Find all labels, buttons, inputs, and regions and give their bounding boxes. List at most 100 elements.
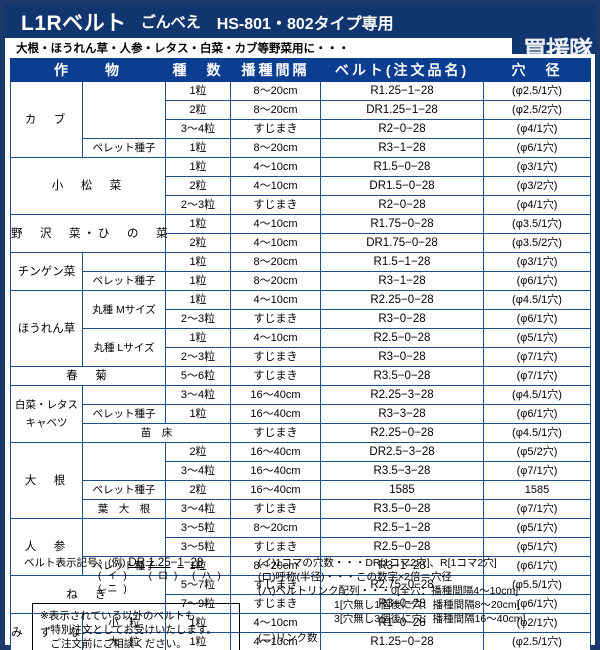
belt-code-label: ベルト表示記号：(例): [24, 557, 126, 569]
cell-seed-qty: 5〜7粒: [165, 575, 231, 595]
cell-hole-diameter: (φ6/1穴): [483, 271, 591, 291]
cell-crop-name: チンゲン菜: [10, 252, 83, 291]
cell-sowing-interval: 4〜10cm: [230, 613, 321, 633]
cell-variety: [82, 252, 166, 272]
cell-belt-name: DR1.25−1−28: [320, 100, 484, 120]
cell-hole-diameter: (φ2.5/1穴): [483, 81, 591, 101]
cell-variety: 小 粒: [82, 613, 166, 633]
cell-variety: [82, 442, 166, 481]
cell-belt-name: DR2.5−3−28: [320, 442, 484, 462]
table-row: み ず な小 粒 1粒 4〜10cm R1−0−28 (φ2/1穴): [10, 613, 591, 650]
cell-seed-qty: 1粒: [165, 214, 231, 234]
cell-seed-qty: 3〜4粒: [165, 499, 231, 519]
cell-sowing-interval: 4〜10cm: [230, 290, 321, 310]
cell-hole-diameter: (φ2/1穴): [483, 613, 591, 633]
cell-sowing-interval: 4〜10cm: [230, 157, 321, 177]
cell-sowing-interval: すじまき: [230, 423, 321, 443]
cell-belt-name: R3.5−3−28: [320, 461, 484, 481]
cell-belt-name: R2.25−3−28: [320, 385, 484, 405]
col-header-gap: 播種間隔: [230, 58, 321, 82]
cell-belt-name: R2.5−0−28: [320, 537, 484, 557]
legend-right-column: (イ)1コマの穴数・・・DR[1コマ2穴]、R[1コマ2穴] (ロ)呼称(半径)…: [258, 556, 588, 645]
note-line-2: 特別注文としてお受けいたします。: [40, 624, 217, 636]
cell-hole-diameter: (φ5/1穴): [483, 518, 591, 538]
table-row: ペレット種子 1粒 8〜20cm R3−1−28 (φ6/1穴): [11, 271, 591, 291]
cell-seed-qty: 1粒: [165, 138, 231, 158]
table-row: 大 根 2粒 16〜40cm DR2.5−3−28 (φ5/2穴): [10, 442, 591, 519]
cell-hole-diameter: (φ3/1穴): [483, 252, 591, 272]
table-head: 作 物 種 数 播種間隔 ベルト(注文品名) 穴 径: [10, 58, 591, 82]
cell-sowing-interval: 16〜40cm: [230, 404, 321, 424]
cell-hole-diameter: (φ3/1穴): [483, 157, 591, 177]
cell-hole-diameter: (φ6/1穴): [483, 556, 591, 576]
cell-crop-name: ほうれん草: [10, 290, 83, 367]
cell-sowing-interval: 8〜20cm: [230, 100, 321, 120]
cell-hole-diameter: (φ7/1穴): [483, 499, 591, 519]
cell-sowing-interval: すじまき: [230, 347, 321, 367]
subtitle-text: 大根・ほうれん草・人参・レタス・白菜・カブ等野菜用に・・・: [5, 38, 595, 57]
cell-hole-diameter: (φ5/2穴): [483, 442, 591, 462]
table-row: 7〜9粒 すじまき R3−0−28 (φ6/1穴): [11, 594, 591, 614]
cell-hole-diameter: (φ5.5/1穴): [483, 575, 591, 595]
cell-hole-diameter: (φ4.5/1穴): [483, 290, 591, 310]
cell-sowing-interval: 16〜40cm: [230, 385, 321, 405]
cell-sowing-interval: 4〜10cm: [230, 328, 321, 348]
cell-hole-diameter: (φ2.5/1穴): [483, 632, 591, 650]
cell-belt-name: DR1.75−0−28: [320, 233, 484, 253]
cell-variety: ペレット種子: [82, 271, 166, 291]
table-row: 2〜3粒 すじまき R3−0−28 (φ6/1穴): [11, 309, 591, 329]
cell-seed-qty: 1粒: [165, 404, 231, 424]
table-row: 白菜・レタス キャベツ 3〜4粒 16〜40cm R2.25−3−28 (φ4.5/1穴): [10, 385, 591, 443]
cell-variety: 苗 床: [82, 423, 231, 443]
table-body: カ ブ 1粒 8〜20cm R1.25−1−28 (φ2.5/1穴) 2粒 8〜20cm DR…: [10, 81, 591, 650]
cell-seed-qty: 1粒: [165, 328, 231, 348]
table-row: 2粒 8〜20cm DR1.25−1−28 (φ2.5/2穴): [11, 100, 591, 120]
cell-variety: ペレット種子: [82, 556, 166, 576]
cell-crop-name: 大 根: [10, 442, 83, 519]
cell-sowing-interval: 4〜10cm: [230, 176, 321, 196]
product-title: L1Rベルト: [21, 11, 127, 35]
cell-seed-qty: 1粒: [165, 290, 231, 310]
cell-seed-qty: 1粒: [165, 556, 231, 576]
cell-belt-name: R3−1−28: [320, 271, 484, 291]
cell-hole-diameter: (φ5/1穴): [483, 328, 591, 348]
note-line-3: ご注文前にご相談ください。: [40, 638, 187, 650]
table-row: 野 沢 菜・ひ の 菜 1粒 4〜10cm R1.75−0−28 (φ3.5/1穴): [10, 214, 591, 253]
cell-seed-qty: 1粒: [165, 81, 231, 101]
table-row: 3〜4粒 16〜40cm R3.5−3−28 (φ7/1穴): [11, 461, 591, 481]
belt-code-markers: (イ) (ロ) (ハ) (ニ): [98, 571, 227, 595]
code-part-link: 1: [177, 557, 184, 569]
cell-sowing-interval: 4〜10cm: [230, 214, 321, 234]
cell-hole-diameter: (φ7/1穴): [483, 461, 591, 481]
belt-code-value: DR 1.25−1−28: [128, 557, 203, 569]
cell-seed-qty: 3〜4粒: [165, 119, 231, 139]
cell-variety: [82, 385, 166, 405]
table-row: ペレット種子 1粒 8〜20cm R3−1−28 (φ6/1穴): [11, 556, 591, 576]
cell-hole-diameter: (φ4.5/1穴): [483, 385, 591, 405]
cell-seed-qty: 2粒: [165, 233, 231, 253]
cell-seed-qty: 1粒: [165, 252, 231, 272]
product-brand: ごんべえ: [140, 14, 201, 31]
cell-belt-name: R2−0−28: [320, 119, 484, 139]
cell-belt-name: R1.25−1−28: [320, 81, 484, 101]
cell-belt-name: R3−1−28: [320, 556, 484, 576]
cell-sowing-interval: すじまき: [230, 537, 321, 557]
cell-seed-qty: 5〜6粒: [165, 366, 231, 386]
cell-sowing-interval: すじまき: [230, 195, 321, 215]
code-part-count: 28: [190, 557, 204, 569]
cell-seed-qty: 2〜3粒: [165, 309, 231, 329]
cell-seed-qty: 3〜5粒: [165, 537, 231, 557]
cell-sowing-interval: 8〜20cm: [230, 81, 321, 101]
cell-hole-diameter: (φ5/1穴): [483, 537, 591, 557]
cell-seed-qty: 2粒: [165, 442, 231, 462]
cell-hole-diameter: (φ6/1穴): [483, 404, 591, 424]
cell-hole-diameter: (φ3/2穴): [483, 176, 591, 196]
table-row: ペレット種子 2粒 16〜40cm 1585 1585: [11, 480, 591, 500]
cell-seed-qty: 2〜3粒: [165, 195, 231, 215]
table-row: 3〜5粒 すじまき R2.5−0−28 (φ5/1穴): [11, 537, 591, 557]
cell-belt-name: R2−0−28: [320, 195, 484, 215]
cell-belt-name: R2.25−0−28: [320, 423, 484, 443]
cell-seed-qty: 7〜9粒: [165, 594, 231, 614]
cell-seed-qty: 1粒: [165, 157, 231, 177]
legend-def-ha: (ハ)ベルトリンク配列・・・0[全穴：播種間隔4〜10cm]: [258, 585, 519, 597]
